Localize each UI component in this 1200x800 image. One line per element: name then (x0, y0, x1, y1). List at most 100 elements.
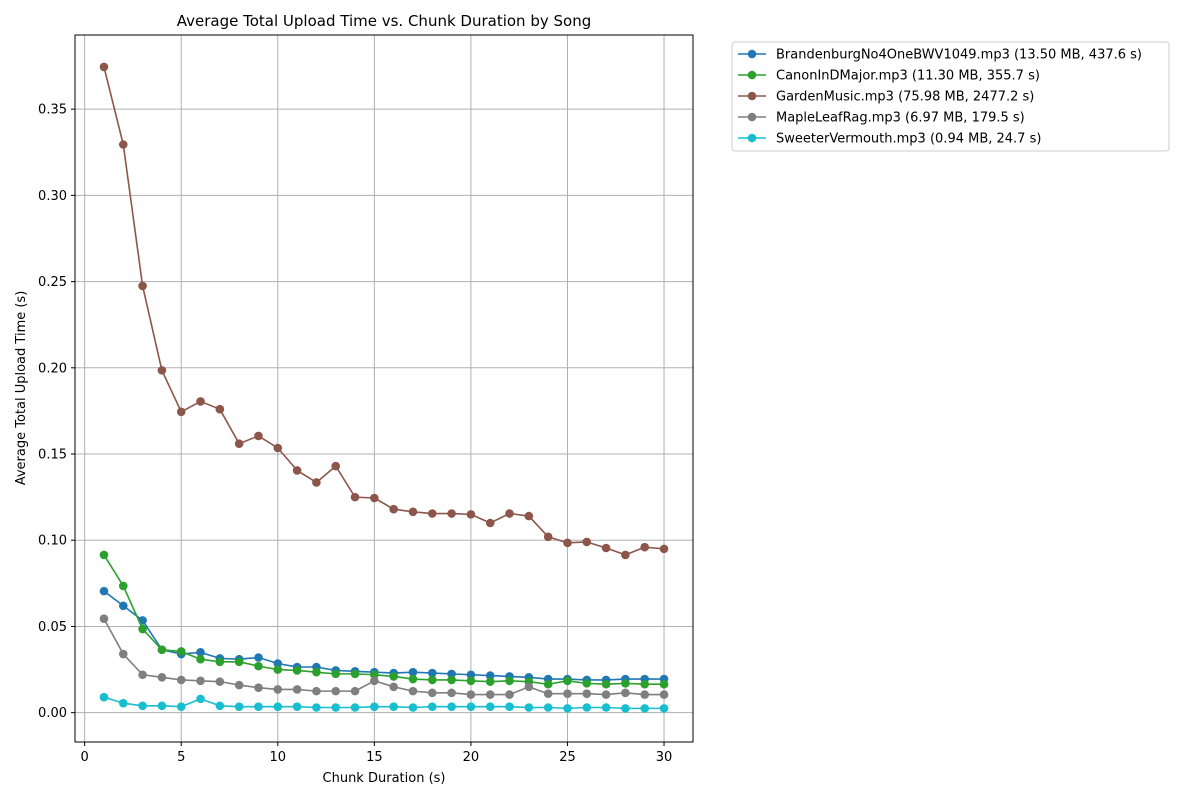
data-point (389, 682, 398, 692)
y-axis-label: Average Total Upload Time (s) (14, 291, 29, 486)
data-point (273, 659, 283, 668)
data-point (254, 683, 263, 692)
data-point (408, 686, 418, 696)
data-point (621, 704, 630, 713)
data-point (350, 703, 360, 712)
data-point (157, 645, 167, 655)
data-point (466, 690, 476, 699)
data-point (524, 682, 534, 692)
data-point (118, 649, 128, 659)
chart-title: Average Total Upload Time vs. Chunk Dura… (177, 12, 591, 30)
data-point (331, 686, 341, 696)
data-point (99, 692, 109, 702)
data-point (292, 685, 302, 694)
data-point (601, 690, 611, 699)
data-point (447, 675, 456, 685)
data-point (582, 679, 592, 688)
legend-label: BrandenburgNo4OneBWV1049.mp3 (13.50 MB, … (776, 48, 1142, 63)
legend-entry: CanonInDMajor.mp3 (11.30 MB, 355.7 s) (738, 69, 1040, 84)
y-tick-label: 0.15 (38, 448, 67, 463)
y-tick-label: 0.20 (38, 361, 67, 376)
data-point (543, 689, 553, 699)
data-point (505, 702, 514, 711)
data-point (176, 675, 186, 685)
data-point (447, 702, 456, 711)
data-point (118, 581, 128, 591)
series-4 (99, 692, 669, 713)
data-point (138, 670, 147, 680)
data-point (273, 665, 283, 674)
data-point (466, 670, 476, 680)
data-point (466, 702, 476, 711)
series-2 (99, 62, 669, 560)
data-point (234, 439, 244, 448)
y-tick-label: 0.35 (38, 103, 67, 118)
data-point (466, 676, 476, 686)
data-point (234, 680, 244, 690)
data-point (234, 702, 244, 711)
data-point (601, 679, 611, 689)
data-point (215, 701, 225, 711)
data-point (176, 647, 186, 656)
data-point (524, 703, 534, 712)
data-point (505, 676, 514, 686)
y-tick-label: 0.05 (38, 620, 67, 635)
x-tick-label: 5 (177, 750, 185, 765)
data-point (234, 657, 244, 667)
data-point (389, 504, 398, 514)
legend-box (731, 41, 1170, 152)
data-point (485, 702, 495, 711)
legend-entry: GardenMusic.mp3 (75.98 MB, 2477.2 s) (738, 90, 1034, 105)
y-axis-ticks: 0.00 0.05 0.10 0.15 0.20 0.25 0.30 0.35 (38, 103, 75, 721)
data-point (505, 509, 514, 518)
data-point (524, 511, 534, 521)
data-point (447, 669, 456, 679)
data-point (99, 586, 109, 596)
data-point (215, 404, 225, 414)
x-tick-label: 0 (81, 750, 89, 765)
x-axis-label: Chunk Duration (s) (323, 771, 446, 786)
data-point (254, 661, 263, 671)
data-point (601, 703, 611, 712)
data-point (99, 62, 109, 72)
data-point (408, 667, 418, 677)
data-point (582, 537, 592, 547)
legend-entry: MapleLeafRag.mp3 (6.97 MB, 179.5 s) (738, 111, 1025, 126)
data-point (466, 510, 476, 519)
data-point (485, 690, 495, 699)
data-point (640, 690, 650, 699)
data-point (254, 431, 263, 441)
data-point (215, 657, 225, 667)
data-point (99, 614, 109, 624)
data-point (292, 466, 302, 475)
data-point (621, 679, 630, 688)
legend: BrandenburgNo4OneBWV1049.mp3 (13.50 MB, … (731, 41, 1170, 152)
data-point (621, 550, 630, 560)
data-point (427, 688, 437, 698)
data-point (408, 674, 418, 684)
legend-marker (747, 133, 757, 143)
legend-marker (747, 49, 757, 59)
legend-label: CanonInDMajor.mp3 (11.30 MB, 355.7 s) (776, 69, 1040, 84)
data-point (292, 666, 302, 675)
series-3 (99, 614, 669, 699)
data-point (138, 281, 147, 291)
data-point (543, 703, 553, 712)
data-point (350, 669, 360, 679)
data-point (157, 701, 167, 711)
data-point (196, 648, 205, 657)
data-point (215, 677, 225, 686)
data-point (370, 670, 379, 680)
data-point (273, 443, 283, 453)
data-point (176, 407, 186, 417)
legend-marker (747, 70, 757, 80)
x-tick-label: 20 (463, 750, 480, 765)
data-point (640, 679, 650, 689)
data-point (331, 669, 341, 679)
data-point (99, 550, 109, 560)
data-point (138, 701, 147, 711)
data-point (157, 673, 167, 682)
data-point (582, 703, 592, 712)
data-point (370, 676, 379, 686)
